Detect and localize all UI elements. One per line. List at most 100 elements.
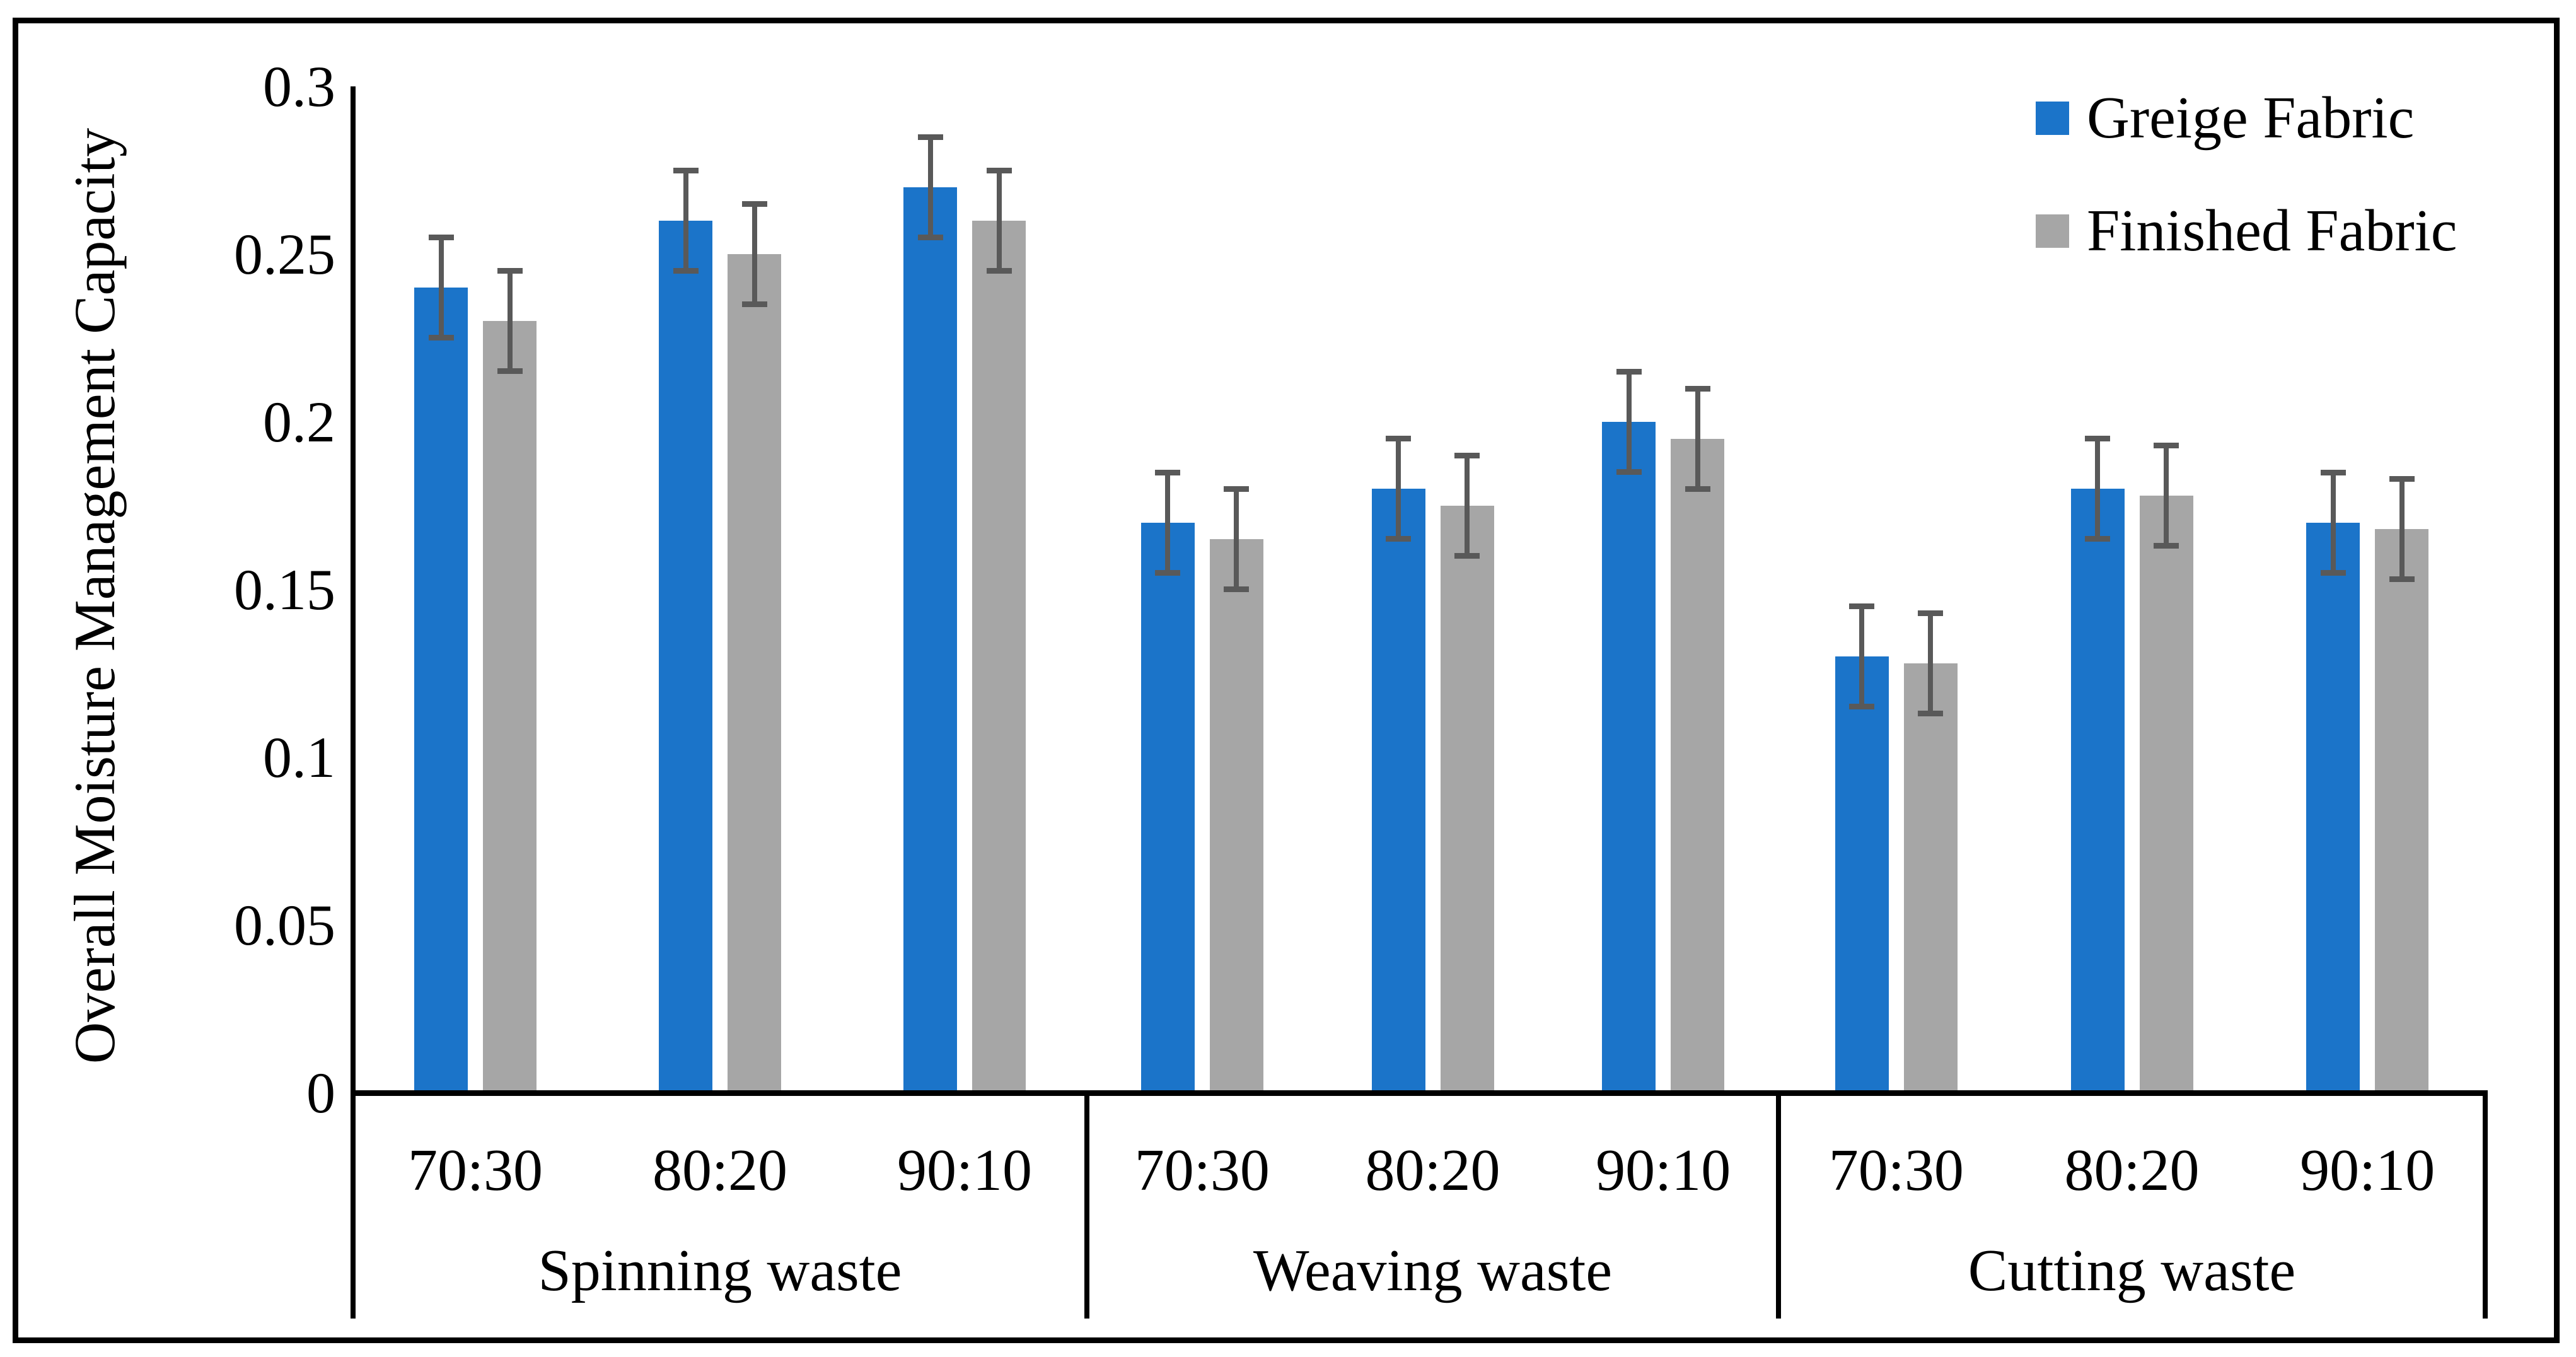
error-bar-line [507, 271, 513, 371]
y-tick-label: 0.2 [263, 390, 335, 454]
category-label: 70:30 [407, 1138, 543, 1203]
bar-finished-fabric [1671, 386, 1725, 1093]
error-bar-top-cap [986, 168, 1012, 173]
error-bar-top-cap [1155, 470, 1181, 475]
category-label: 90:10 [1596, 1138, 1731, 1203]
category-label-group: 70:30 80:20 90:10 [1087, 1139, 1778, 1202]
category-slot [598, 86, 842, 1093]
category-slot [2014, 86, 2250, 1093]
error-bar-bottom-cap [1386, 536, 1411, 542]
category-label: 90:10 [896, 1138, 1033, 1203]
error-bar-top-cap [1386, 436, 1411, 441]
error-bar-top-cap [1224, 486, 1250, 492]
error-bar-line [1695, 388, 1700, 489]
y-tick-label: 0 [306, 1061, 335, 1125]
y-tick-label: 0.25 [234, 222, 335, 286]
error-bar-bottom-cap [1918, 711, 1944, 716]
category-divider-line [2483, 1093, 2488, 1319]
bar-finished-fabric [728, 201, 781, 1093]
category-label: 80:20 [652, 1138, 788, 1203]
error-bar-bottom-cap [1849, 704, 1875, 709]
category-label-group: 70:30 80:20 90:10 [1778, 1139, 2485, 1202]
error-bar-top-cap [1685, 386, 1710, 392]
bar-finished-fabric [1903, 610, 1958, 1093]
bar-greige-fabric [2070, 436, 2125, 1093]
category-slot [1548, 86, 1778, 1093]
y-tick-label: 0.3 [263, 54, 335, 119]
legend-swatch-icon [2036, 214, 2069, 248]
error-bar-bottom-cap [1616, 469, 1642, 475]
error-bar-line [927, 137, 933, 238]
legend-swatch-icon [2036, 101, 2069, 135]
error-bar-line [2095, 438, 2100, 539]
error-bar-line [1626, 371, 1632, 472]
legend-label: Finished Fabric [2087, 198, 2457, 264]
error-bar-line [2330, 472, 2336, 573]
error-bar-line [1859, 606, 1865, 707]
bar-finished-fabric [1209, 486, 1263, 1093]
error-bar-top-cap [917, 134, 943, 140]
category-label: 70:30 [1134, 1138, 1270, 1203]
error-bar-line [1165, 472, 1171, 573]
y-tick-label: 0.15 [234, 557, 335, 622]
bar-finished-fabric [1440, 453, 1494, 1093]
error-bar-line [751, 204, 757, 305]
error-bar-top-cap [1918, 610, 1944, 616]
y-tick-label: 0.05 [234, 893, 335, 957]
legend: Greige Fabric Finished Fabric [2036, 85, 2457, 311]
error-bar-line [1234, 489, 1239, 590]
error-bar-top-cap [1454, 453, 1480, 458]
bar-group-cutting-waste [1778, 86, 2485, 1093]
error-bar-top-cap [497, 268, 523, 274]
x-axis-line [351, 1090, 2488, 1096]
category-slot [1778, 86, 2014, 1093]
error-bar-line [683, 170, 688, 271]
bar-greige-fabric [1371, 436, 1425, 1093]
category-slot [842, 86, 1087, 1093]
error-bar-bottom-cap [1454, 553, 1480, 559]
bar-greige-fabric [2306, 470, 2360, 1093]
error-bar-bottom-cap [917, 235, 943, 240]
category-divider-line [1084, 1093, 1089, 1319]
figure-border [13, 18, 2560, 1343]
category-slot [353, 86, 598, 1093]
error-bar-bottom-cap [2154, 543, 2179, 549]
error-bar-bottom-cap [497, 368, 523, 374]
legend-label: Greige Fabric [2087, 85, 2415, 151]
category-label: 90:10 [2300, 1138, 2435, 1203]
error-bar-bottom-cap [2085, 536, 2110, 542]
legend-item-greige-fabric: Greige Fabric [2036, 85, 2457, 151]
error-bar-bottom-cap [1224, 586, 1250, 592]
error-bar-line [1396, 438, 1401, 539]
error-bar-line [2164, 445, 2169, 546]
group-label: Weaving waste [1253, 1238, 1613, 1303]
bar-group-weaving-waste [1087, 86, 1778, 1093]
error-bar-bottom-cap [741, 301, 767, 307]
error-bar-bottom-cap [2389, 576, 2415, 582]
error-bar-line [1465, 455, 1470, 556]
group-label: Spinning waste [538, 1238, 902, 1303]
bar-finished-fabric [2375, 476, 2429, 1093]
group-axis-labels: Spinning waste Weaving waste Cutting waste [353, 1239, 2485, 1302]
legend-item-finished-fabric: Finished Fabric [2036, 198, 2457, 264]
error-bar-top-cap [2389, 476, 2415, 482]
y-tick-label: 0.1 [263, 725, 335, 789]
category-axis-labels: 70:30 80:20 90:10 70:30 80:20 90:10 70:30 80:20… [353, 1139, 2485, 1202]
bar-greige-fabric [1140, 470, 1195, 1093]
error-bar-top-cap [2154, 443, 2179, 448]
error-bar-top-cap [2320, 470, 2346, 475]
category-divider-line [1776, 1093, 1781, 1319]
y-axis-line [351, 86, 356, 1319]
bar-finished-fabric [483, 268, 537, 1093]
bar-greige-fabric [1835, 603, 1889, 1093]
bar-greige-fabric [659, 168, 712, 1093]
category-label: 80:20 [2064, 1138, 2200, 1203]
error-bar-top-cap [673, 168, 699, 173]
category-slot [2249, 86, 2485, 1093]
error-bar-line [1928, 613, 1934, 714]
category-label-group: 70:30 80:20 90:10 [353, 1139, 1087, 1202]
error-bar-top-cap [1616, 369, 1642, 375]
group-label: Cutting waste [1968, 1238, 2296, 1303]
error-bar-bottom-cap [1155, 570, 1181, 576]
